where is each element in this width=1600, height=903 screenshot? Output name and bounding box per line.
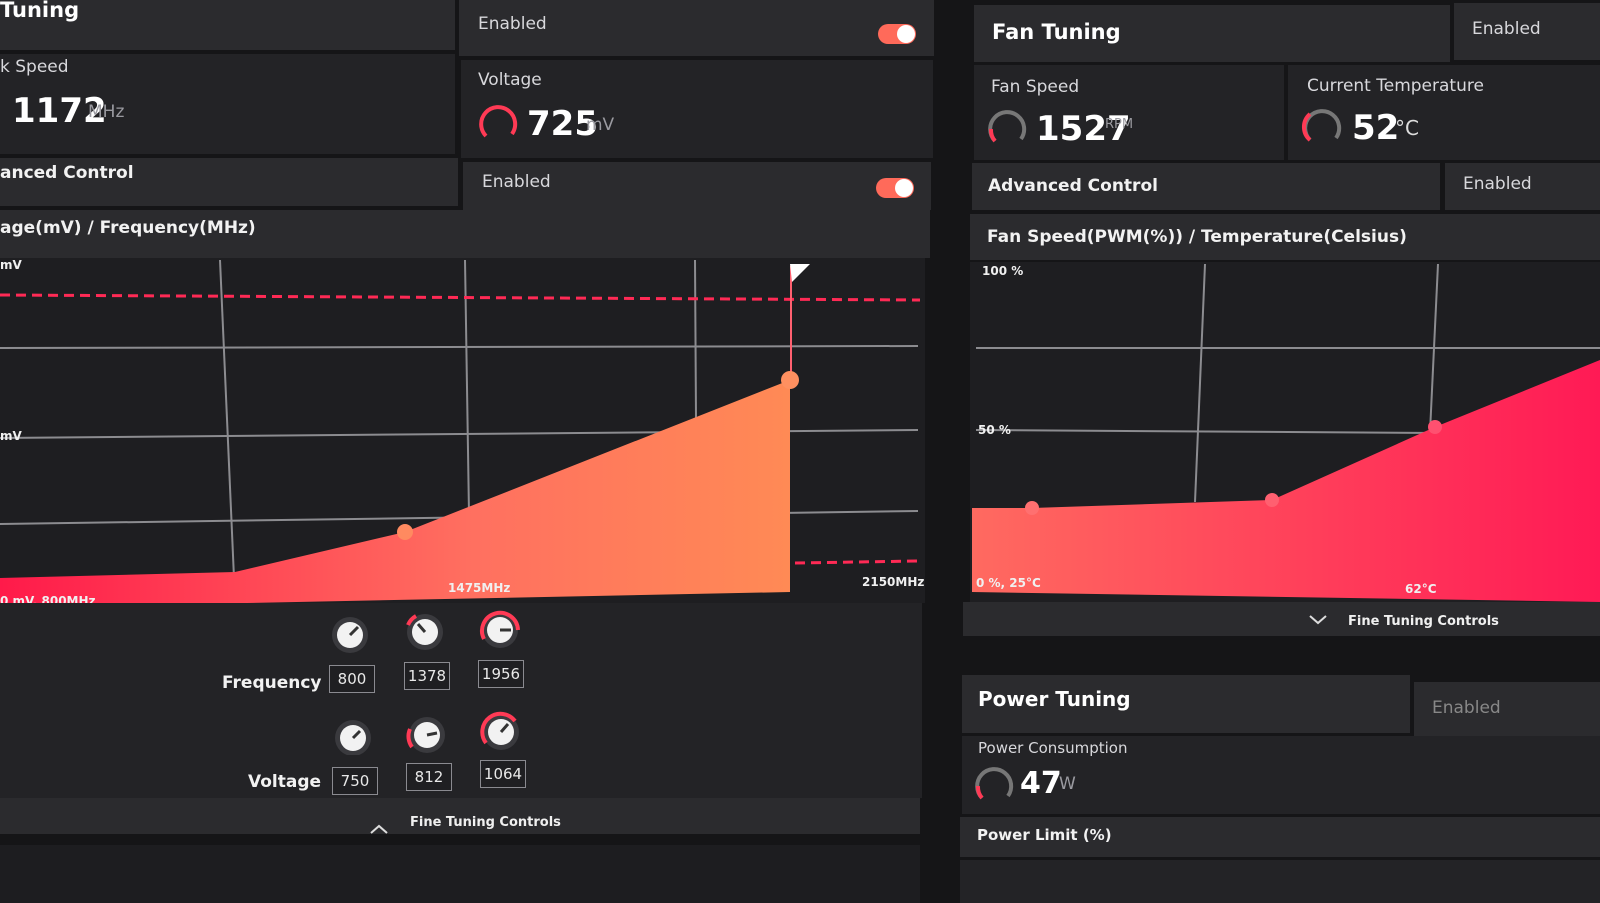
fan-fine-tuning-bar[interactable] xyxy=(963,602,1600,636)
fan-status-cell xyxy=(1454,3,1600,60)
fine-tuning-label[interactable]: Fine Tuning Controls xyxy=(410,815,561,830)
power-header xyxy=(962,675,1410,733)
power-title: Power Tuning xyxy=(978,687,1131,711)
voltage-unit: mV xyxy=(586,115,615,135)
frequency-state[interactable]: 1378 xyxy=(404,662,450,690)
knobs xyxy=(332,610,520,755)
power-value: 47 xyxy=(1020,766,1062,801)
power-status: Enabled xyxy=(1432,698,1501,718)
voltage-row-label: Voltage xyxy=(248,772,322,792)
voltage-state[interactable]: 812 xyxy=(406,763,452,791)
fan-advanced-label: Advanced Control xyxy=(988,176,1158,196)
fan-speed-value: 1527 xyxy=(1036,109,1131,149)
next-panel xyxy=(0,845,920,903)
power-status-cell xyxy=(1414,682,1600,738)
chevron-up xyxy=(370,824,388,834)
fan-chart xyxy=(970,262,1600,602)
fan-speed-cell xyxy=(974,65,1284,160)
voltage-value: 725 xyxy=(527,104,598,144)
clock-label: k Speed xyxy=(0,57,69,77)
frequency-label: Frequency xyxy=(222,673,322,693)
fan-x-label-origin: 0 %, 25°C xyxy=(976,576,1041,590)
advanced-status-cell xyxy=(463,162,931,210)
advanced-label: anced Control xyxy=(0,163,134,183)
power-limit-area xyxy=(960,860,1600,903)
chevron-down xyxy=(1309,615,1327,625)
fan-y-label-mid: 50 % xyxy=(978,423,1011,437)
fan-status: Enabled xyxy=(1472,19,1541,39)
fan-y-label-top: 100 % xyxy=(982,264,1024,278)
frequency-state[interactable]: 800 xyxy=(329,665,375,693)
advanced-status: Enabled xyxy=(482,172,551,192)
voltage-cell xyxy=(461,60,933,158)
temperature-cell xyxy=(1288,65,1600,160)
fan-fine-tuning-label[interactable]: Fine Tuning Controls xyxy=(1348,614,1499,629)
fan-speed-unit: RPM xyxy=(1105,117,1134,132)
y-label-top: mV xyxy=(0,258,22,272)
y-label-mid: mV xyxy=(0,429,22,443)
x-label-max: 2150MHz xyxy=(862,575,925,589)
power-consumption-cell xyxy=(962,736,1600,814)
knob[interactable] xyxy=(406,614,443,650)
gpu-status: Enabled xyxy=(478,14,547,34)
fan-speed-label: Fan Speed xyxy=(991,77,1080,97)
power-unit: W xyxy=(1059,774,1076,794)
states-area xyxy=(0,603,922,798)
temperature-unit: °C xyxy=(1395,116,1419,140)
chart-title: age(mV) / Frequency(MHz) xyxy=(0,218,256,238)
gpu-title: Tuning xyxy=(0,0,80,22)
frequency-state[interactable]: 1956 xyxy=(478,660,524,688)
fan-gauge xyxy=(988,110,1027,143)
gpu-header xyxy=(0,0,455,50)
clock-cell xyxy=(0,54,455,154)
voltage-state[interactable]: 1064 xyxy=(480,760,526,788)
fan-x-label-mid: 62°C xyxy=(1405,582,1437,596)
gpu-status-cell xyxy=(459,0,934,56)
voltage-gauge xyxy=(479,105,518,138)
knob[interactable] xyxy=(335,720,371,755)
voltage-label: Voltage xyxy=(478,70,542,90)
temperature-value: 52 xyxy=(1352,108,1400,148)
fan-title: Fan Tuning xyxy=(992,20,1121,44)
power-consumption-label: Power Consumption xyxy=(978,739,1128,757)
fan-advanced-status: Enabled xyxy=(1463,174,1532,194)
chart-title-cell xyxy=(0,210,930,258)
gpu-toggle[interactable] xyxy=(878,24,916,44)
clock-value: 1172 xyxy=(12,91,107,131)
temperature-gauge xyxy=(1302,109,1342,142)
power-limit-cell xyxy=(960,817,1600,857)
power-limit-label: Power Limit (%) xyxy=(977,826,1112,844)
vf-chart xyxy=(0,258,925,603)
knob[interactable] xyxy=(480,610,520,648)
voltage-state[interactable]: 750 xyxy=(332,767,378,795)
fan-chart-title-cell xyxy=(970,214,1600,260)
fan-advanced-status-cell xyxy=(1445,163,1600,210)
temperature-label: Current Temperature xyxy=(1307,76,1484,96)
fine-tuning-bar[interactable] xyxy=(0,798,920,834)
x-label-mid: 1475MHz xyxy=(448,581,511,595)
clock-unit: MHz xyxy=(88,102,125,122)
advanced-toggle[interactable] xyxy=(876,178,914,198)
knob[interactable] xyxy=(480,711,519,750)
advanced-cell xyxy=(0,158,458,206)
fan-header xyxy=(974,5,1450,62)
knob[interactable] xyxy=(406,717,445,753)
fan-advanced-cell xyxy=(972,163,1440,210)
power-gauge xyxy=(975,767,1014,800)
knob[interactable] xyxy=(332,617,368,653)
fan-chart-title: Fan Speed(PWM(%)) / Temperature(Celsius) xyxy=(987,227,1407,247)
